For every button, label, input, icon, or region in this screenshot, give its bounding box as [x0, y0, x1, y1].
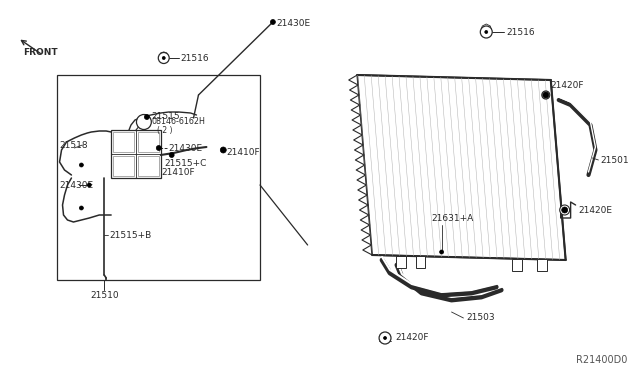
Circle shape [158, 52, 169, 64]
Bar [113, 132, 134, 152]
Text: 21516: 21516 [180, 54, 209, 62]
Text: 08146-6162H: 08146-6162H [152, 116, 205, 125]
Bar [512, 259, 522, 271]
Text: 21410F: 21410F [227, 148, 260, 157]
Circle shape [79, 163, 83, 167]
Text: 21516: 21516 [506, 28, 535, 36]
Bar [396, 256, 406, 268]
Circle shape [163, 57, 165, 60]
Text: 21430E: 21430E [60, 180, 93, 189]
Bar [138, 132, 159, 152]
Text: FRONT: FRONT [23, 48, 58, 57]
Text: 21420E: 21420E [579, 205, 612, 215]
Circle shape [136, 115, 151, 129]
Circle shape [484, 31, 488, 33]
Text: R21400D0: R21400D0 [575, 355, 627, 365]
Circle shape [79, 206, 83, 210]
Text: 21420F: 21420F [395, 334, 428, 343]
Circle shape [271, 19, 275, 25]
Text: 21515+B: 21515+B [109, 231, 152, 240]
Text: 21518: 21518 [60, 141, 88, 150]
Text: 21410F: 21410F [162, 167, 195, 176]
Circle shape [543, 92, 548, 98]
Text: 21430E: 21430E [169, 144, 203, 153]
Text: ( 2 ): ( 2 ) [157, 125, 172, 135]
Circle shape [87, 183, 92, 187]
Bar [113, 156, 134, 176]
Text: 21501: 21501 [600, 155, 629, 164]
Bar [538, 259, 547, 272]
Circle shape [145, 115, 149, 119]
Bar [138, 156, 159, 176]
Circle shape [440, 250, 444, 254]
Circle shape [560, 205, 570, 215]
Text: 21510: 21510 [90, 291, 118, 299]
Circle shape [169, 153, 174, 157]
Circle shape [562, 207, 568, 213]
Text: 21430E: 21430E [276, 19, 310, 28]
Text: B: B [141, 118, 147, 126]
Text: 21515+C: 21515+C [164, 158, 207, 167]
Circle shape [379, 332, 391, 344]
Text: 21515: 21515 [152, 112, 180, 121]
Polygon shape [357, 75, 566, 260]
Text: 21503: 21503 [467, 314, 495, 323]
Circle shape [383, 337, 387, 340]
Text: 21420F: 21420F [551, 80, 584, 90]
Circle shape [542, 91, 550, 99]
Circle shape [480, 26, 492, 38]
Text: 21631+A: 21631+A [432, 214, 474, 222]
Bar [56, 75, 260, 280]
Bar [415, 256, 426, 268]
Bar [111, 130, 161, 178]
Circle shape [220, 147, 227, 153]
Circle shape [156, 145, 161, 151]
